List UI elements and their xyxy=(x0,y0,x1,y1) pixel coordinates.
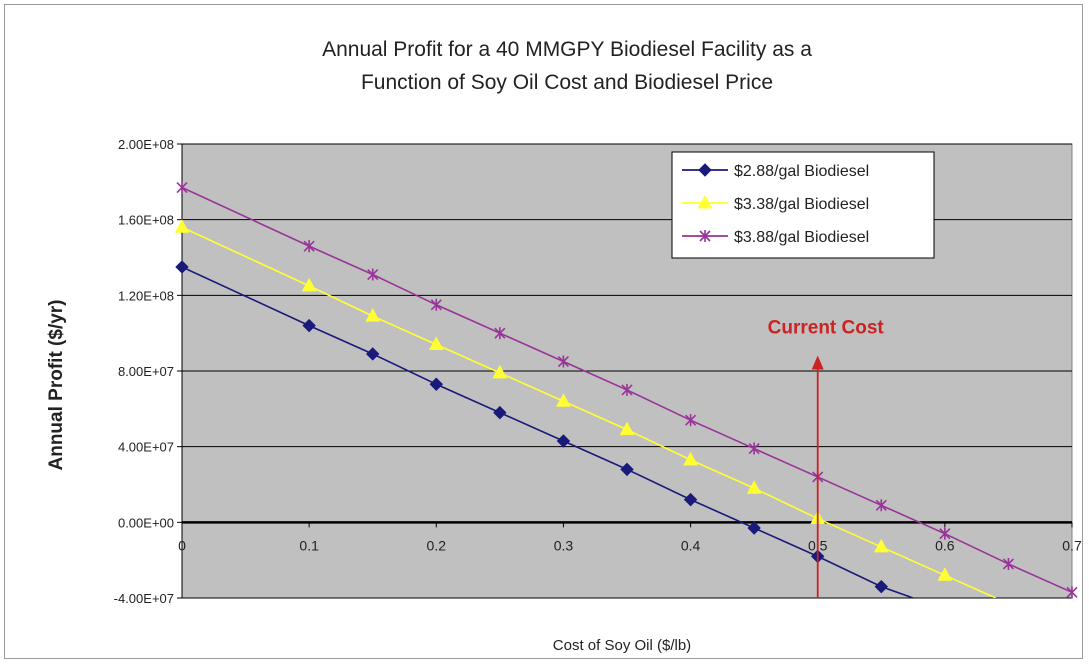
data-point-series-2 xyxy=(683,451,698,466)
data-point-series-3 xyxy=(621,383,633,396)
legend-label-1: $2.88/gal Biodiesel xyxy=(734,163,869,180)
x-tick-label: 0.2 xyxy=(427,537,447,553)
current-cost-arrow-head xyxy=(811,355,824,370)
data-point-series-1 xyxy=(429,377,443,391)
data-point-series-2 xyxy=(937,567,953,581)
data-point-series-3 xyxy=(1002,557,1014,570)
y-tick-label: 4.00E+07 xyxy=(118,440,174,455)
data-point-series-2 xyxy=(301,277,317,292)
y-tick-label: 8.00E+07 xyxy=(118,364,174,379)
data-point-series-1 xyxy=(175,260,189,274)
legend-label-2: $3.38/gal Biodiesel xyxy=(734,196,869,213)
data-point-series-2 xyxy=(174,219,190,233)
legend-marker-2 xyxy=(697,194,713,209)
data-point-series-3 xyxy=(875,499,887,512)
series-line-3 xyxy=(182,186,1072,594)
data-point-series-3 xyxy=(557,355,569,368)
data-point-series-1 xyxy=(747,521,761,535)
data-point-series-3 xyxy=(494,327,506,340)
x-axis-label: Cost of Soy Oil ($/lb) xyxy=(553,637,691,654)
current-cost-label: Current Cost xyxy=(768,318,885,339)
data-point-series-3 xyxy=(303,240,315,253)
data-point-series-3 xyxy=(685,414,697,427)
x-tick-label: 0.1 xyxy=(299,537,319,553)
data-point-series-2 xyxy=(873,538,889,553)
data-point-series-1 xyxy=(556,434,571,448)
y-tick-label: 1.60E+08 xyxy=(118,213,174,228)
data-point-series-2 xyxy=(746,480,762,494)
x-tick-label: 0.4 xyxy=(681,537,701,553)
data-point-series-1 xyxy=(493,405,507,420)
y-tick-label: 2.00E+08 xyxy=(118,137,174,152)
chart-title: Annual Profit for a 40 MMGPY Biodiesel F… xyxy=(322,38,812,61)
data-point-series-2 xyxy=(428,336,444,351)
series-line-1 xyxy=(182,266,914,598)
data-point-series-2 xyxy=(365,308,381,322)
data-point-series-1 xyxy=(874,579,888,594)
legend-marker-3 xyxy=(699,230,711,242)
chart-subtitle: Function of Soy Oil Cost and Biodiesel P… xyxy=(361,71,773,94)
y-axis-label: Annual Profit ($/yr) xyxy=(46,299,67,470)
data-point-series-1 xyxy=(620,462,634,477)
data-point-series-1 xyxy=(366,347,380,361)
data-point-series-1 xyxy=(302,318,316,333)
data-point-series-3 xyxy=(176,181,188,194)
data-point-series-2 xyxy=(619,421,635,436)
data-point-series-3 xyxy=(939,527,951,540)
x-tick-label: 0.7 xyxy=(1062,537,1082,553)
data-point-series-3 xyxy=(1066,586,1078,599)
x-tick-label: 0 xyxy=(178,537,186,553)
y-tick-label: 0.00E+00 xyxy=(118,515,174,530)
data-point-series-2 xyxy=(556,393,571,407)
data-point-series-3 xyxy=(430,298,442,311)
data-point-series-3 xyxy=(367,268,379,281)
x-tick-label: 0.6 xyxy=(935,537,955,553)
plot-area: -4.00E+07 0.00E+00 4.00E+07 8.00E+07 1.20E+0… xyxy=(114,137,1082,606)
legend-label-3: $3.88/gal Biodiesel xyxy=(734,229,869,246)
y-tick-label: 1.20E+08 xyxy=(118,288,174,303)
legend-marker-1 xyxy=(698,163,712,177)
data-point-series-1 xyxy=(683,492,698,507)
data-point-series-2 xyxy=(492,364,508,379)
x-tick-label: 0.3 xyxy=(554,537,574,553)
data-point-series-3 xyxy=(748,442,760,455)
y-tick-label: -4.00E+07 xyxy=(114,591,174,606)
